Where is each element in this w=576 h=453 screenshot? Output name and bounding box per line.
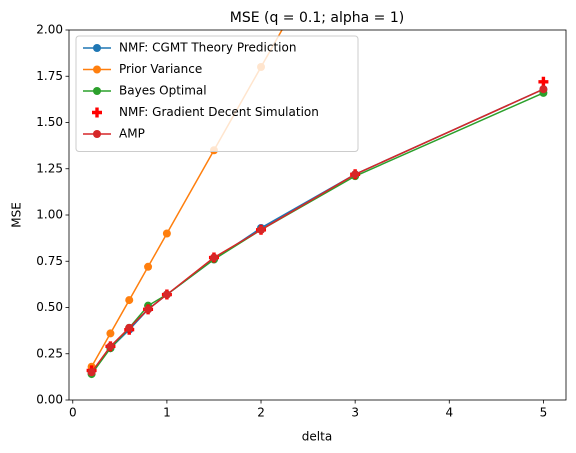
point-marker [162,229,171,238]
plot-area [86,30,549,379]
point-marker [162,290,171,299]
legend-box [75,35,359,152]
x-tick-label: 5 [540,406,548,420]
y-tick-label: 0.50 [36,300,63,314]
point-marker [144,305,153,314]
point-marker [538,76,549,87]
y-tick-label: 1.25 [36,161,63,175]
legend-label: NMF: CGMT Theory Prediction [119,41,296,55]
point-marker [93,65,101,74]
point-marker [539,85,548,94]
point-marker [144,262,153,271]
point-marker [93,87,101,95]
x-axis-label: delta [302,430,332,444]
chart-title: MSE (q = 0.1; alpha = 1) [230,10,404,26]
x-tick-label: 2 [257,406,265,420]
point-marker [92,107,102,118]
x-tick-label: 0 [69,406,77,420]
y-tick-label: 0.25 [36,346,63,360]
y-tick-label: 0.75 [36,254,63,268]
legend: NMF: CGMT Theory Prediction Prior Varianc… [75,35,359,152]
y-tick-label: 0.00 [36,393,63,407]
y-tick-label: 1.00 [36,208,63,222]
legend-label: NMF: Gradient Decent Simulation [119,105,319,119]
y-tick-label: 2.00 [36,23,63,37]
point-marker [93,44,101,52]
y-tick-label: 1.75 [36,69,63,83]
point-marker [87,368,96,377]
point-marker [351,170,360,179]
point-marker [106,342,115,351]
point-marker [209,253,218,262]
x-tick-label: 4 [445,406,453,420]
point-marker [125,323,134,332]
point-marker [93,130,101,138]
point-marker [125,296,134,305]
x-tick-label: 3 [351,406,359,420]
axes-frame [68,29,567,401]
legend-label: AMP [119,127,145,141]
legend-label: Bayes Optimal [119,84,207,98]
y-axis-label: MSE [10,202,24,228]
point-marker [257,225,266,234]
y-tick-label: 1.50 [36,115,63,129]
legend-label: Prior Variance [119,62,202,76]
x-tick-label: 1 [163,406,171,420]
point-marker [106,329,115,338]
